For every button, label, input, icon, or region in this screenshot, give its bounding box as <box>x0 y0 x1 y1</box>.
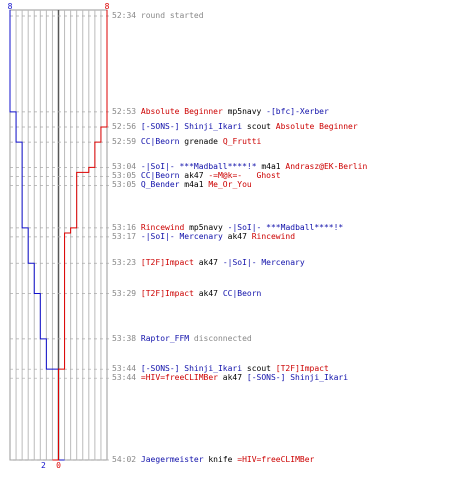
event-text-blk: grenade <box>179 137 223 147</box>
event-text-blk: ak47 <box>193 258 223 268</box>
event-text-blue: -|SoI|- ***Madball****!* <box>140 162 257 172</box>
event-row: 52:53 Absolute Beginner mp5navy -[bfc]-X… <box>112 107 329 117</box>
event-time: 52:59 <box>112 137 137 147</box>
event-text-red: Q_Frutti <box>222 137 262 147</box>
event-time: 53:05 <box>112 180 137 190</box>
event-text-blk: scout <box>242 122 276 131</box>
blue-team-line <box>9 10 65 461</box>
event-row: 53:04 -|SoI|- ***Madball****!* m4a1 Andr… <box>112 162 367 172</box>
event-text-blue: [-SONS-] Shinji_Ikari <box>140 364 243 374</box>
event-text-blue: -[bfc]-Xerber <box>266 106 329 116</box>
event-text-blue: -|SoI|- ***Madball****!* <box>227 222 344 232</box>
event-text-red: Absolute Beginner <box>140 106 223 116</box>
event-text-blk: ak47 <box>193 288 223 298</box>
event-text-red: =HIV=freeCLIMBer <box>140 373 218 383</box>
event-time: 53:05 <box>112 171 137 181</box>
event-row: 53:44 [-SONS-] Shinji_Ikari scout [T2F]I… <box>112 364 329 374</box>
event-time: 52:56 <box>112 122 137 131</box>
event-time: 53:04 <box>112 162 137 172</box>
event-text-blue: [-SONS-] Shinji_Ikari <box>246 373 349 383</box>
blue-start-score: 8 <box>8 2 13 11</box>
event-text-blk: m4a1 <box>256 162 286 172</box>
event-text-red: Andrasz@EK-Berlin <box>285 162 368 172</box>
event-row: 53:05 Q_Bender m4a1 Me_Or_You <box>112 180 252 190</box>
event-row: 52:34 round started <box>112 11 204 21</box>
event-time: 53:44 <box>112 364 137 374</box>
event-row: 53:16 Rincewind mp5navy -|SoI|- ***Madba… <box>112 223 343 233</box>
event-text-blue: CC|Beorn <box>140 171 180 181</box>
event-time: 52:34 <box>112 11 137 20</box>
event-text-red: =HIV=freeCLIMBer <box>237 455 315 464</box>
event-time: 53:38 <box>112 333 137 343</box>
event-text-blk: mp5navy <box>184 222 228 232</box>
event-row: 52:59 CC|Beorn grenade Q_Frutti <box>112 137 261 147</box>
blue-end-score: 2 <box>41 461 46 470</box>
event-text-blue: CC|Beorn <box>222 288 262 298</box>
event-row: 53:29 [T2F]Impact ak47 CC|Beorn <box>112 289 261 299</box>
event-row: 53:23 [T2F]Impact ak47 -|SoI|- Mercenary <box>112 258 305 268</box>
event-text-red: -=M@k=- Ghost <box>208 171 281 181</box>
event-text-blk: ak47 <box>222 231 252 241</box>
score-labels: 8 8 2 0 <box>8 2 110 470</box>
event-text-red: [T2F]Impact <box>140 288 194 298</box>
event-text-blue: CC|Beorn <box>140 137 180 147</box>
red-start-score: 8 <box>105 2 110 11</box>
event-text-red: [T2F]Impact <box>275 364 329 374</box>
event-text-blk: ak47 <box>217 373 247 383</box>
event-row: 53:05 CC|Beorn ak47 -=M@k=- Ghost <box>112 171 281 181</box>
event-text-blue: [-SONS-] Shinji_Ikari <box>140 122 243 131</box>
event-text-red: Rincewind <box>140 222 185 232</box>
event-row: 52:56 [-SONS-] Shinji_Ikari scout Absolu… <box>112 122 358 132</box>
event-text-gray: round started <box>140 11 204 20</box>
event-row: 53:38 Raptor_FFM disconnected <box>112 334 252 344</box>
event-time: 53:44 <box>112 373 137 383</box>
event-text-red: Absolute Beginner <box>275 122 358 131</box>
event-text-blue: -|SoI|- Mercenary <box>222 258 305 268</box>
event-text-red: [T2F]Impact <box>140 258 194 268</box>
event-row: 54:02 Jaegermeister knife =HIV=freeCLIMB… <box>112 455 314 465</box>
event-time: 53:17 <box>112 231 137 241</box>
event-time: 53:16 <box>112 222 137 232</box>
event-text-blk: knife <box>203 455 238 464</box>
event-time: 53:23 <box>112 258 137 268</box>
event-text-blue: -|SoI|- Mercenary <box>140 231 223 241</box>
event-row: 53:17 -|SoI|- Mercenary ak47 Rincewind <box>112 232 295 242</box>
event-row: 53:44 =HIV=freeCLIMBer ak47 [-SONS-] Shi… <box>112 373 348 383</box>
event-text-red: Rincewind <box>251 231 296 241</box>
chart-series <box>9 10 108 461</box>
red-end-score: 0 <box>56 461 61 470</box>
event-text-blk: m4a1 <box>179 180 209 190</box>
event-text-blue: Q_Bender <box>140 180 180 190</box>
event-text-blue: Raptor_FFM <box>140 333 190 343</box>
event-text-blue: Jaegermeister <box>140 455 204 464</box>
event-text-blk: ak47 <box>179 171 209 181</box>
event-text-red: Me_Or_You <box>208 180 252 190</box>
event-time: 54:02 <box>112 455 137 464</box>
event-time: 52:53 <box>112 106 137 116</box>
event-text-gray: disconnected <box>189 333 252 343</box>
event-time: 53:29 <box>112 288 137 298</box>
event-text-blk: mp5navy <box>222 106 267 116</box>
event-text-blk: scout <box>242 364 276 374</box>
red-team-line <box>52 10 108 461</box>
